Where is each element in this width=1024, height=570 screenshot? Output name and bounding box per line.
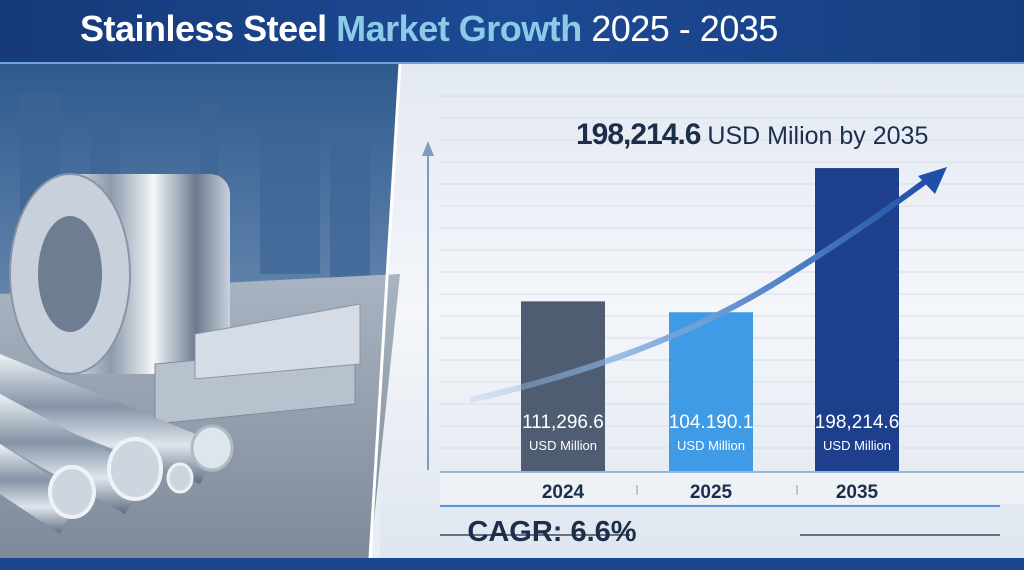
title-part-market-growth: Market Growth [336,8,582,49]
bar-unit-label: USD Million [823,438,891,453]
trend-arrow-line [469,175,932,403]
cagr-text: CAGR: 6.6% [467,516,637,548]
bar-unit-label: USD Million [529,438,597,453]
page-title: Stainless Steel Market Growth 2025 - 203… [80,8,778,50]
bar-value-label: 198,214.6 [815,412,900,433]
bar-2025 [669,312,753,472]
bar-group-2035: 198,214.6 USD Million [815,168,900,472]
bar-value-label: 104.190.1 [669,412,754,433]
x-tick-label: 2025 [690,482,733,503]
trend-arrow-icon [918,167,947,194]
steel-sheets [154,303,361,425]
x-tick-label: 2024 [542,482,585,503]
title-part-product: Stainless Steel [80,8,327,49]
bar-unit-label: USD Million [677,438,745,453]
x-tick-label: 2035 [836,482,879,503]
headline-suffix: USD Milion by 2035 [707,122,929,150]
stainless-steel-products-photo [0,63,420,559]
x-axis-band [440,472,1024,504]
chart-panel: 111,296.6 USD Million 104.190.1 USD Million… [0,64,1024,558]
bar-group-2024: 111,296.6 USD Million [521,301,605,472]
headline-value: 198,214.6 [576,118,701,151]
cagr-label: CAGR: 6.6% [0,516,1024,549]
footer-bar [0,558,1024,570]
title-part-years: 2025 - 2035 [591,8,778,49]
bar-value-label: 111,296.6 [522,412,604,433]
steel-pipes [0,354,234,534]
bar-2035 [815,168,899,472]
header-banner: Stainless Steel Market Growth 2025 - 203… [0,0,1024,64]
y-axis-arrow-icon [422,141,434,156]
bar-chart: 111,296.6 USD Million 104.190.1 USD Million… [380,64,1024,558]
bar-group-2025: 104.190.1 USD Million [669,312,754,472]
headline-forecast: 198,214.6 USD Milion by 2035 [576,118,928,152]
bar-2024 [521,301,605,472]
